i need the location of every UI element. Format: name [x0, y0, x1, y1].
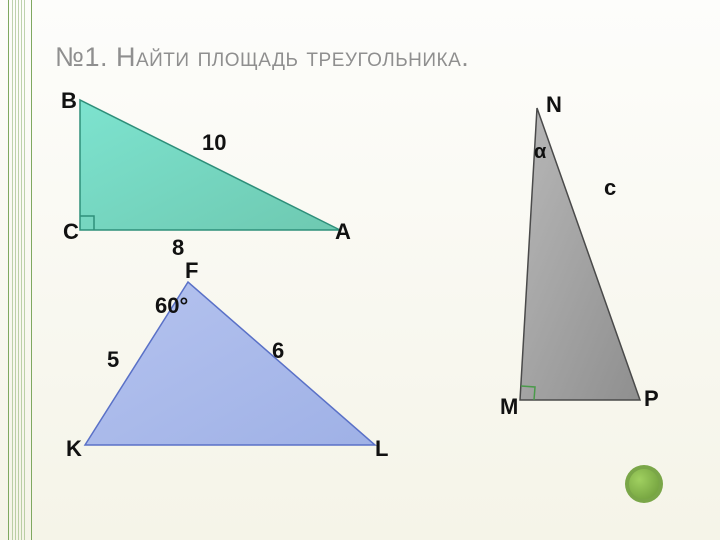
triangle-nmp: [0, 0, 720, 540]
vertex-p-label: P: [644, 386, 659, 412]
angle-n-label: α: [534, 141, 546, 164]
vertex-m-label: M: [500, 394, 518, 420]
vertex-n-label: N: [546, 92, 562, 118]
side-np-label: c: [604, 175, 616, 201]
corner-circle-inner: [629, 469, 659, 499]
slide: №1. Найти площадь треугольника. В С А 10…: [0, 0, 720, 540]
